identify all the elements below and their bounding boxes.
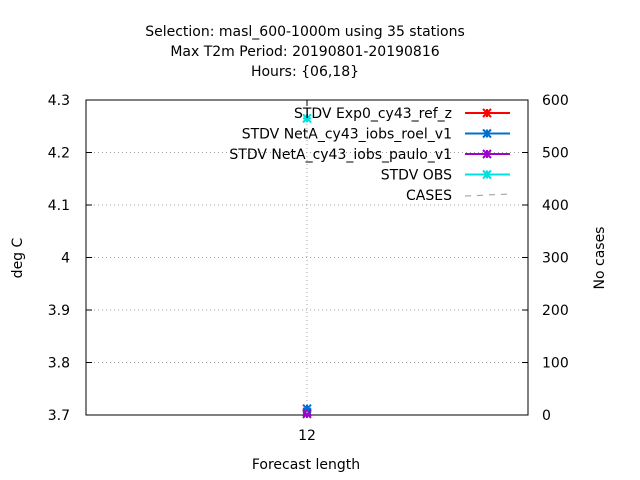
x-tick-label: 12	[298, 428, 316, 444]
title-line: Max T2m Period: 20190801-20190816	[170, 44, 439, 60]
x-axis-label: Forecast length	[252, 457, 360, 473]
y-tick-label: 4.3	[48, 93, 70, 109]
legend-label: STDV OBS	[381, 168, 452, 184]
legend-marker	[482, 108, 492, 118]
legend: STDV Exp0_cy43_ref_z STDV NetA_cy43_iobs_…	[229, 106, 511, 204]
y2-tick-label: 400	[542, 198, 569, 214]
y2-tick-label: 300	[542, 251, 569, 267]
data-point	[302, 409, 312, 419]
y2-tick-label: 600	[542, 93, 569, 109]
legend-swatch	[464, 193, 511, 197]
y-tick-label: 3.9	[48, 303, 70, 319]
legend-label: STDV NetA_cy43_iobs_paulo_v1	[229, 147, 452, 163]
title-line: Hours: {06,18}	[251, 64, 359, 80]
series	[302, 113, 312, 419]
y2-tick-label: 500	[542, 146, 569, 162]
legend-marker	[482, 149, 492, 159]
legend-label: STDV NetA_cy43_iobs_roel_v1	[242, 127, 452, 143]
title-line: Selection: masl_600-1000m using 35 stati…	[145, 24, 465, 40]
legend-marker	[482, 169, 492, 180]
y-tick-label: 3.8	[48, 356, 70, 372]
y-tick-label: 4	[61, 251, 70, 267]
y-tick-label: 4.2	[48, 146, 70, 162]
grid	[86, 100, 528, 415]
y2-tick-label: 100	[542, 356, 569, 372]
y2-tick-label: 0	[542, 408, 551, 424]
chart-title: Selection: masl_600-1000m using 35 stati…	[145, 24, 465, 80]
y-tick-label: 3.7	[48, 408, 70, 424]
y2-axis-label: No cases	[592, 227, 608, 290]
legend-label: CASES	[406, 188, 452, 204]
y2-axis: 0 100 200 300 400 500 600	[522, 93, 569, 424]
legend-marker	[482, 128, 492, 139]
y-tick-label: 4.1	[48, 198, 70, 214]
y-axis: 3.7 3.8 3.9 4 4.1 4.2 4.3	[48, 93, 92, 424]
data-point	[306, 411, 308, 414]
legend-label: STDV Exp0_cy43_ref_z	[294, 106, 452, 122]
data-point	[302, 113, 312, 124]
y-axis-label: deg C	[10, 237, 26, 278]
y2-tick-label: 200	[542, 303, 569, 319]
